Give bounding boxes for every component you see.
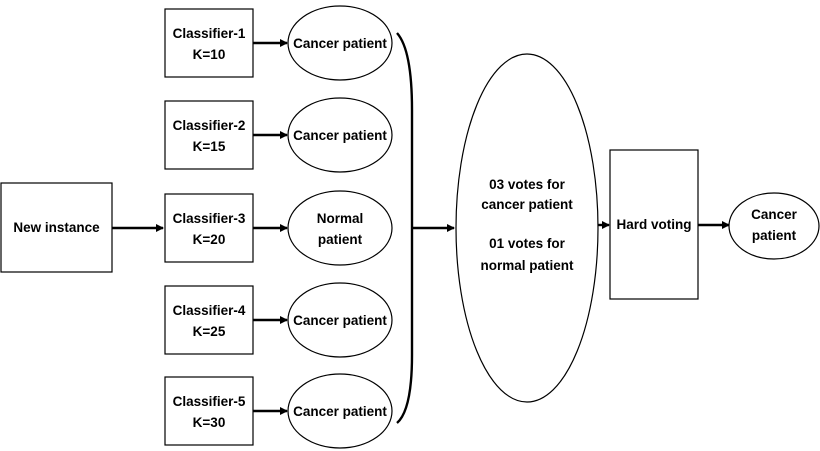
tally-line-3: 01 votes for [489,236,566,251]
classifier-1-k: K=10 [193,47,226,62]
prediction-4-label: Cancer patient [293,313,387,328]
classifier-3-k: K=20 [193,232,226,247]
classifier-3-box [164,193,254,263]
classifier-row-1: Classifier-1 K=10 Cancer patient [164,5,393,81]
classifier-2-k: K=15 [193,139,226,154]
tally-line-4: normal patient [480,258,574,273]
classifier-4-name: Classifier-4 [173,303,246,318]
hard-voting-label: Hard voting [616,217,691,232]
classifier-1-box [164,8,254,78]
prediction-3-label: Normal [317,211,364,226]
classifier-4-k: K=25 [193,324,226,339]
classifier-3-name: Classifier-3 [173,211,246,226]
output-node: Cancer patient [728,192,820,260]
hard-voting-node: Hard voting [609,149,699,300]
output-line-1: Cancer [751,207,798,222]
vote-tally-node: 03 votes for cancer patient 01 votes for… [455,53,599,403]
classifier-2-name: Classifier-2 [173,118,246,133]
classifier-2-box [164,100,254,170]
classifier-row-3: Classifier-3 K=20 Normal patient [164,190,393,266]
merge-brace [396,32,414,424]
new-instance-node: New instance [0,182,113,273]
classifier-4-box [164,285,254,355]
classifier-5-box [164,376,254,446]
prediction-3-label: patient [318,232,363,247]
prediction-3-ellipse [287,190,393,266]
classifier-5-name: Classifier-5 [173,394,246,409]
prediction-1-ellipse [287,5,393,81]
prediction-1-label: Cancer patient [293,36,387,51]
prediction-2-ellipse [287,97,393,173]
prediction-5-ellipse [287,373,393,449]
tally-line-1: 03 votes for [489,177,566,192]
classifier-row-5: Classifier-5 K=30 Cancer patient [164,373,393,449]
classifier-row-2: Classifier-2 K=15 Cancer patient [164,97,393,173]
new-instance-label: New instance [13,220,100,235]
prediction-4-ellipse [287,282,393,358]
classifier-5-k: K=30 [193,415,226,430]
prediction-2-label: Cancer patient [293,128,387,143]
classifier-1-name: Classifier-1 [173,26,246,41]
output-line-2: patient [752,228,797,243]
prediction-5-label: Cancer patient [293,404,387,419]
classifier-row-4: Classifier-4 K=25 Cancer patient [164,282,393,358]
tally-line-2: cancer patient [481,197,573,212]
